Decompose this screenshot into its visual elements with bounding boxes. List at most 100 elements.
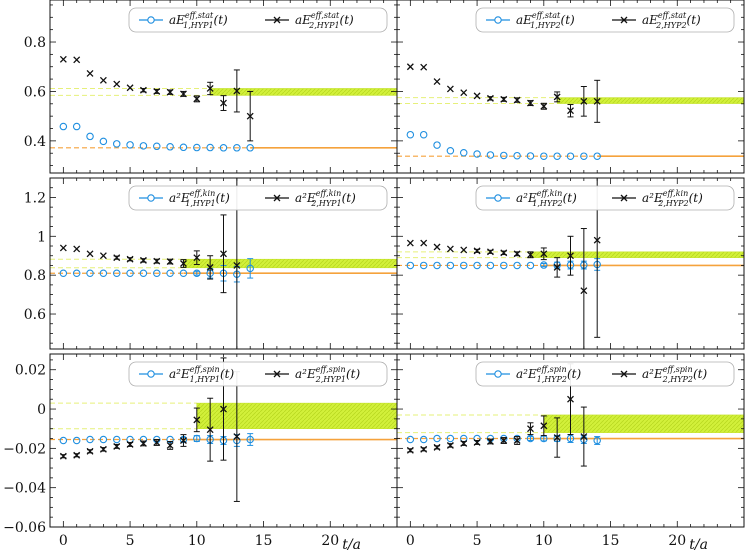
panel-stat-1: [50, 55, 397, 152]
data-point-state2: [446, 441, 454, 449]
data-point-state2: [500, 437, 508, 444]
y-tick-label: 0.8: [24, 268, 46, 284]
x-tick-label: 10: [535, 533, 553, 549]
legend-label: a²Eeff,kin 2,HYP1(t): [295, 189, 356, 208]
excited-state-fit-band: [543, 414, 744, 433]
data-point-state2: [593, 97, 601, 105]
data-point-state2: [126, 440, 134, 448]
data-point-state2: [233, 433, 241, 441]
data-point-state1: [112, 140, 121, 148]
data-point-state1: [246, 264, 254, 273]
data-point-state2: [420, 239, 428, 247]
data-point-state1: [86, 269, 94, 277]
data-point-state2: [113, 80, 121, 88]
y-tick-label: 0.4: [24, 134, 46, 150]
y-tick-label: −0.02: [3, 441, 46, 457]
data-point-state2: [527, 99, 534, 107]
data-point-state2: [206, 263, 214, 271]
data-point-state2: [73, 56, 81, 64]
data-point-state2: [527, 425, 534, 433]
data-point-state1: [59, 436, 68, 445]
data-point-state2: [513, 250, 521, 258]
legend-marker-state1: [494, 16, 502, 24]
data-point-state1: [59, 269, 68, 277]
legend-label: a²Eeff,spin 1,HYP1(t): [169, 365, 235, 384]
y-tick-label: 0: [37, 402, 46, 418]
data-point-state2: [180, 90, 187, 98]
legend-marker-state1: [494, 370, 502, 378]
data-point-state2: [220, 250, 227, 258]
data-point-state2: [540, 422, 548, 430]
data-point-state1: [72, 436, 81, 445]
data-point-state2: [139, 256, 147, 264]
data-point-state1: [179, 269, 188, 277]
data-point-state1: [433, 261, 441, 270]
data-point-state1: [126, 269, 134, 277]
data-point-state1: [446, 261, 455, 270]
data-point-state1: [566, 152, 575, 160]
x-tick-label: 20: [668, 533, 686, 549]
data-point-state1: [193, 434, 201, 443]
legend-label: a²Eeff,kin 1,HYP2(t): [516, 189, 577, 208]
data-point-state2: [580, 97, 588, 105]
data-point-state1: [593, 152, 601, 160]
data-point-state2: [139, 439, 147, 447]
data-point-state2: [553, 263, 561, 271]
data-point-state2: [73, 245, 81, 253]
y-tick-label: 1: [37, 229, 46, 245]
legend-label: a²Eeff,spin 2,HYP1(t): [295, 365, 361, 384]
data-point-state1: [166, 269, 174, 277]
data-point-state2: [153, 87, 161, 95]
data-point-state1: [553, 152, 561, 160]
legend-label: aEeff,stat 2,HYP2(t): [642, 11, 701, 30]
data-point-state1: [593, 436, 601, 445]
legend: a²Eeff,kin 1,HYP2(t) a²Eeff,kin 2,HYP2(t): [475, 185, 735, 211]
data-point-state1: [486, 151, 495, 159]
data-point-state2: [527, 251, 534, 259]
legend-marker-state1: [147, 194, 155, 202]
legend-marker-state1: [147, 16, 155, 24]
data-point-state1: [540, 152, 548, 160]
x-tick-label: 0: [406, 533, 415, 549]
data-point-state2: [433, 243, 441, 251]
data-point-state1: [433, 434, 441, 443]
data-point-state2: [553, 434, 561, 442]
data-point-state2: [580, 433, 588, 441]
legend-marker-state2: [273, 16, 281, 24]
data-point-state1: [446, 147, 455, 155]
legend-box: [475, 361, 735, 387]
data-point-state2: [206, 85, 214, 92]
data-point-state2: [126, 255, 134, 263]
data-point-state1: [112, 269, 121, 277]
legend-marker-state1: [494, 194, 502, 202]
data-point-state2: [567, 107, 574, 115]
legend: aEeff,stat 1,HYP1(t) aEeff,stat 2,HYP1(t): [128, 7, 388, 33]
excited-state-fit-band: [183, 258, 397, 269]
data-point-state1: [99, 137, 108, 146]
data-point-state2: [113, 254, 121, 262]
data-point-state1: [166, 143, 174, 151]
data-point-state2: [166, 258, 174, 266]
data-point-state1: [153, 269, 161, 277]
legend-label: aEeff,stat 2,HYP1(t): [295, 11, 354, 30]
data-point-state1: [86, 435, 94, 444]
data-point-state2: [166, 441, 174, 449]
data-point-state2: [126, 84, 134, 92]
data-point-state2: [500, 95, 508, 103]
data-point-state1: [500, 261, 508, 270]
data-point-state1: [459, 261, 468, 270]
data-point-state1: [540, 261, 548, 269]
data-point-state2: [99, 445, 107, 453]
data-point-state2: [446, 245, 454, 253]
data-point-state1: [233, 144, 241, 152]
data-point-state2: [86, 69, 94, 77]
data-point-state2: [567, 252, 574, 260]
data-point-state2: [513, 96, 521, 104]
legend-marker-state2: [620, 370, 628, 378]
x-tick-label: 10: [188, 533, 206, 549]
legend: aEeff,stat 1,HYP2(t) aEeff,stat 2,HYP2(t): [475, 7, 735, 33]
x-tick-label: 15: [255, 533, 273, 549]
data-point-state2: [180, 260, 187, 267]
data-point-state2: [246, 112, 254, 120]
data-point-state2: [59, 244, 67, 252]
